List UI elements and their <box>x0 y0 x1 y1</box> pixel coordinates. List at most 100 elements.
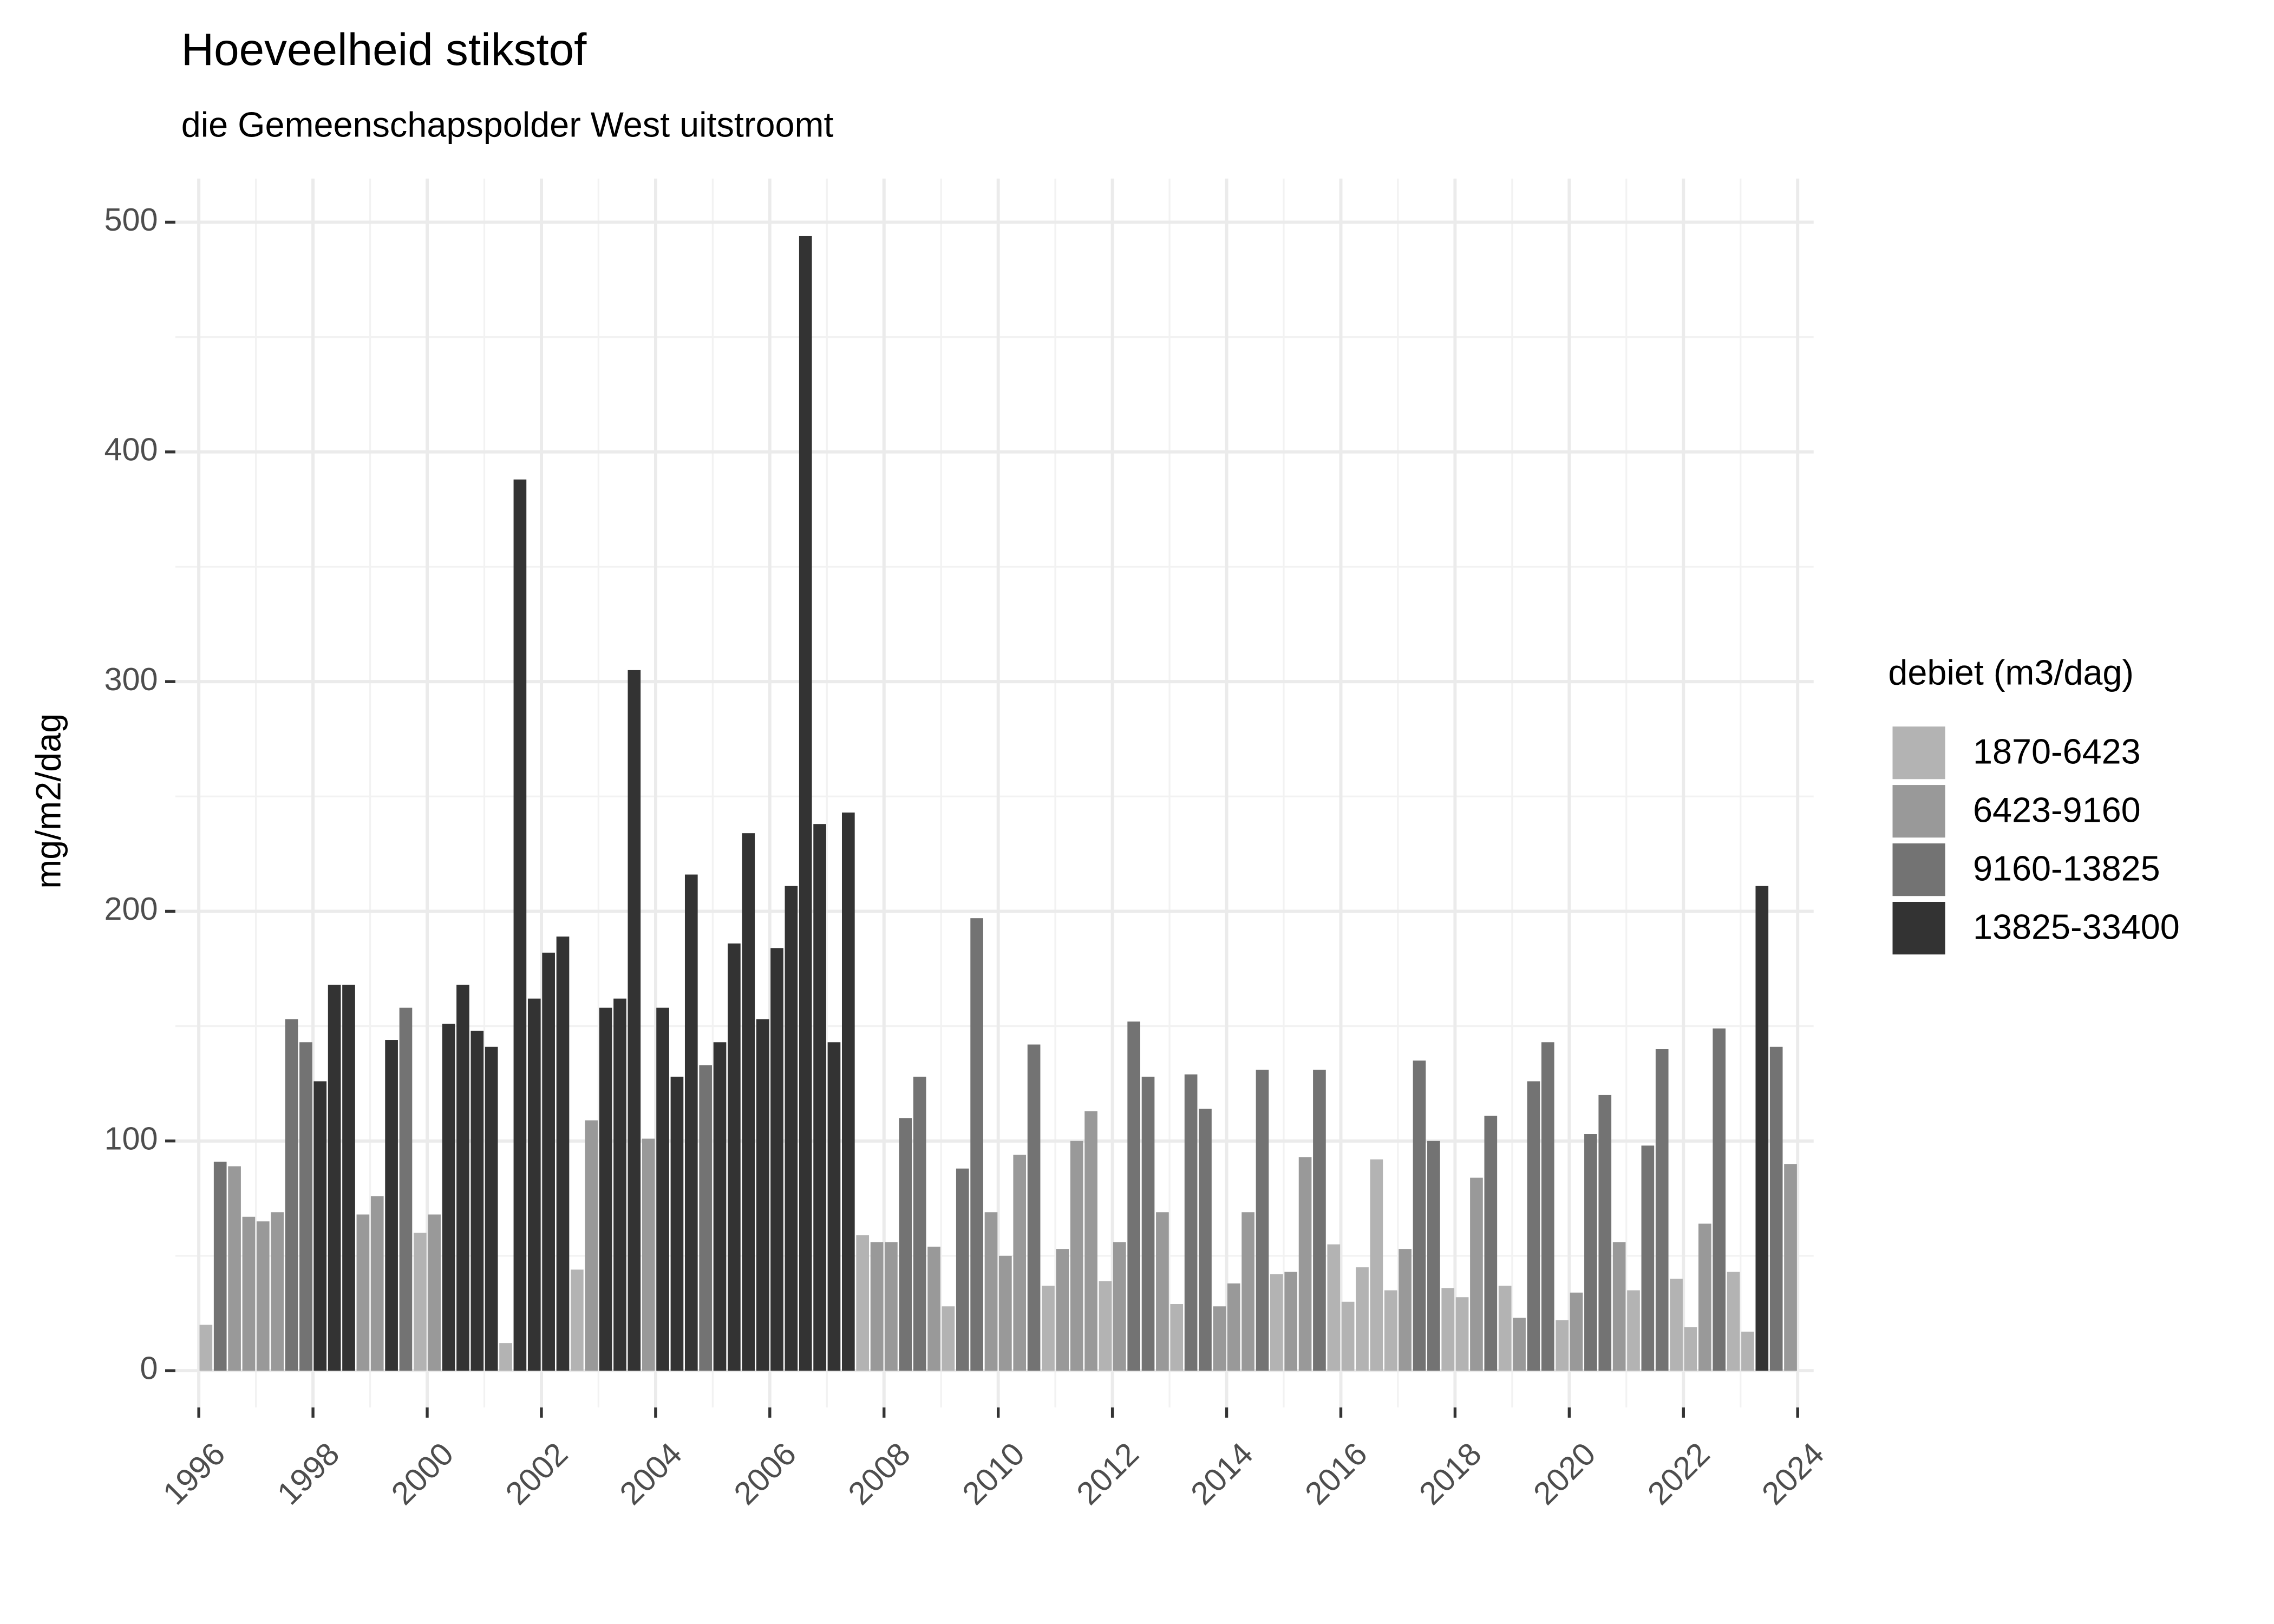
bar <box>1141 1076 1155 1371</box>
bar <box>613 998 626 1371</box>
legend: 1870-6423 6423-9160 9160-13825 13825-33400 <box>1892 726 2180 955</box>
bar <box>999 1255 1012 1371</box>
bar <box>1570 1292 1583 1371</box>
y-tick-label: 100 <box>104 1120 158 1156</box>
bar <box>242 1216 256 1371</box>
bar <box>742 833 755 1371</box>
bar <box>956 1168 969 1371</box>
bar <box>913 1076 926 1371</box>
bar <box>1370 1159 1383 1371</box>
bar <box>899 1118 912 1371</box>
bar <box>1470 1177 1483 1371</box>
bar <box>799 235 812 1371</box>
bar <box>1056 1249 1069 1371</box>
bar <box>1384 1290 1397 1371</box>
bar <box>1356 1267 1369 1371</box>
bar <box>1256 1070 1269 1371</box>
bar <box>585 1120 598 1371</box>
bar <box>485 1046 498 1371</box>
bar <box>527 998 541 1371</box>
bar <box>728 943 741 1371</box>
bar <box>1684 1327 1697 1371</box>
bar <box>285 1019 298 1371</box>
bar <box>1784 1164 1797 1371</box>
bar <box>1156 1212 1169 1371</box>
bar <box>328 985 341 1371</box>
bar <box>499 1343 512 1371</box>
bar <box>456 985 469 1371</box>
y-tick-label: 200 <box>104 890 158 927</box>
bar <box>1584 1134 1597 1371</box>
grid <box>175 178 1814 1407</box>
bar <box>1727 1272 1740 1371</box>
bar <box>1598 1095 1612 1371</box>
bar <box>813 824 826 1371</box>
bar <box>1298 1157 1312 1371</box>
bar <box>1541 1042 1554 1371</box>
bar <box>199 1325 213 1371</box>
bar <box>1670 1279 1683 1371</box>
bar <box>1413 1060 1426 1371</box>
chart-title: Hoeveelheid stikstof <box>181 24 587 75</box>
bar <box>370 1196 384 1371</box>
bar <box>970 918 983 1371</box>
legend-label: 1870-6423 <box>1973 731 2141 771</box>
bar <box>684 874 698 1371</box>
bar <box>1527 1081 1540 1371</box>
bar <box>984 1212 998 1371</box>
bar <box>542 952 555 1371</box>
bar <box>399 1007 413 1371</box>
bar <box>1042 1286 1055 1371</box>
bar <box>1213 1306 1226 1371</box>
bar <box>1655 1049 1669 1371</box>
bar <box>628 670 641 1371</box>
bar <box>299 1042 312 1371</box>
bar <box>1641 1145 1655 1371</box>
bar <box>1127 1021 1140 1371</box>
bar <box>1755 886 1769 1371</box>
bar <box>1084 1111 1097 1371</box>
bar <box>1227 1283 1240 1371</box>
bar <box>1484 1116 1498 1371</box>
bar <box>571 1269 584 1371</box>
bar <box>256 1221 270 1371</box>
bar <box>699 1065 712 1371</box>
bar <box>385 1040 398 1371</box>
bar <box>1341 1301 1355 1371</box>
bar <box>1713 1028 1726 1371</box>
bar <box>228 1166 241 1371</box>
bar <box>556 937 570 1371</box>
bar <box>356 1214 370 1371</box>
bar <box>1113 1242 1126 1371</box>
bar <box>1170 1304 1184 1371</box>
legend-label: 6423-9160 <box>1973 790 2141 829</box>
bar <box>1013 1155 1027 1371</box>
bar <box>1327 1244 1341 1371</box>
bar <box>1070 1141 1083 1371</box>
bar <box>1027 1044 1041 1371</box>
bar <box>442 1024 455 1371</box>
bar <box>856 1235 870 1371</box>
bar <box>428 1214 441 1371</box>
bar <box>1427 1141 1440 1371</box>
legend-label: 13825-33400 <box>1973 907 2180 946</box>
bar <box>942 1306 955 1371</box>
bar <box>841 812 855 1371</box>
bar <box>1741 1331 1754 1371</box>
bar <box>1498 1286 1512 1371</box>
y-tick-label: 0 <box>140 1350 158 1386</box>
y-tick-label: 300 <box>104 661 158 697</box>
bar <box>1270 1274 1283 1371</box>
bar <box>1284 1272 1298 1371</box>
bar <box>770 948 783 1371</box>
bars <box>199 235 1797 1371</box>
bar <box>271 1212 284 1371</box>
y-axis-label: mg/m2/dag <box>29 713 68 889</box>
bar <box>885 1242 898 1371</box>
y-tick-label: 500 <box>104 201 158 238</box>
bar <box>1199 1109 1212 1371</box>
bar <box>1455 1297 1469 1371</box>
legend-title: debiet (m3/dag) <box>1888 653 2134 692</box>
